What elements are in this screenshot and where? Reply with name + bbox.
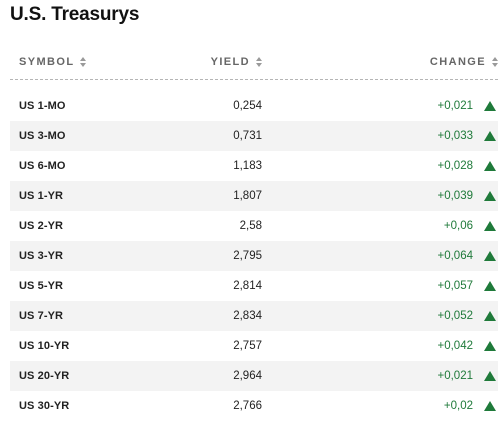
yield-cell: 2,964 [233, 370, 262, 382]
symbol-cell[interactable]: US 20-YR [19, 370, 70, 382]
arrow-up-icon [484, 371, 496, 381]
page-title: U.S. Treasurys [10, 4, 140, 25]
table-row[interactable]: US 7-YR 2,834 +0,052 [10, 301, 498, 331]
yield-column-header[interactable]: YIELD [211, 56, 262, 68]
symbol-column-header[interactable]: SYMBOL [19, 56, 87, 68]
symbol-cell[interactable]: US 1-YR [19, 190, 64, 202]
table-row[interactable]: US 3-MO 0,731 +0,033 [10, 121, 498, 151]
table-row[interactable]: US 10-YR 2,757 +0,042 [10, 331, 498, 361]
arrow-up-icon [484, 401, 496, 411]
yield-cell: 2,834 [233, 310, 262, 322]
yield-header-label: YIELD [210, 56, 250, 68]
change-cell: +0,039 [437, 190, 474, 202]
symbol-cell[interactable]: US 30-YR [19, 400, 70, 412]
arrow-up-icon [484, 251, 496, 261]
change-cell: +0,06 [443, 220, 473, 232]
change-cell: +0,028 [437, 160, 474, 172]
arrow-up-icon [484, 131, 496, 141]
symbol-header-label: SYMBOL [19, 56, 75, 68]
change-cell: +0,033 [437, 130, 474, 142]
table-row[interactable]: US 6-MO 1,183 +0,028 [10, 151, 498, 181]
table-row[interactable]: US 30-YR 2,766 +0,02 [10, 391, 498, 421]
symbol-cell[interactable]: US 3-MO [19, 130, 66, 142]
table-body: US 1-MO 0,254 +0,021 US 3-MO 0,731 +0,033 US 6… [10, 91, 498, 421]
change-column-header[interactable]: CHANGE [430, 56, 498, 68]
sort-icon [80, 57, 87, 67]
symbol-cell[interactable]: US 10-YR [19, 340, 70, 352]
yield-cell: 0,731 [233, 130, 262, 142]
symbol-cell[interactable]: US 2-YR [19, 220, 64, 232]
table-row[interactable]: US 5-YR 2,814 +0,057 [10, 271, 498, 301]
change-cell: +0,052 [437, 310, 474, 322]
symbol-cell[interactable]: US 3-YR [19, 250, 64, 262]
table-row[interactable]: US 1-MO 0,254 +0,021 [10, 91, 498, 121]
yield-cell: 2,766 [233, 400, 262, 412]
change-cell: +0,02 [443, 400, 473, 412]
table-row[interactable]: US 2-YR 2,58 +0,06 [10, 211, 498, 241]
table-row[interactable]: US 20-YR 2,964 +0,021 [10, 361, 498, 391]
table-row[interactable]: US 3-YR 2,795 +0,064 [10, 241, 498, 271]
arrow-up-icon [484, 221, 496, 231]
sort-icon [256, 57, 262, 67]
change-cell: +0,021 [437, 100, 474, 112]
table-header: SYMBOL YIELD CHANGE [10, 48, 498, 80]
symbol-cell[interactable]: US 1-MO [19, 100, 66, 112]
yield-cell: 0,254 [233, 100, 262, 112]
arrow-up-icon [484, 341, 496, 351]
yield-cell: 1,183 [233, 160, 262, 172]
change-cell: +0,064 [437, 250, 474, 262]
sort-icon [492, 57, 498, 67]
arrow-up-icon [484, 191, 496, 201]
table-row[interactable]: US 1-YR 1,807 +0,039 [10, 181, 498, 211]
yield-cell: 1,807 [233, 190, 262, 202]
arrow-up-icon [484, 101, 496, 111]
symbol-cell[interactable]: US 7-YR [19, 310, 64, 322]
change-cell: +0,057 [437, 280, 474, 292]
yield-cell: 2,58 [239, 220, 262, 232]
symbol-cell[interactable]: US 6-MO [19, 160, 66, 172]
treasury-table: SYMBOL YIELD CHANGE US 1-MO 0,254 +0,021 US… [10, 48, 498, 421]
change-cell: +0,042 [437, 340, 474, 352]
symbol-cell[interactable]: US 5-YR [19, 280, 64, 292]
arrow-up-icon [484, 311, 496, 321]
yield-cell: 2,795 [233, 250, 262, 262]
arrow-up-icon [484, 161, 496, 171]
yield-cell: 2,757 [233, 340, 262, 352]
change-cell: +0,021 [437, 370, 474, 382]
change-header-label: CHANGE [429, 56, 486, 68]
yield-cell: 2,814 [233, 280, 262, 292]
arrow-up-icon [484, 281, 496, 291]
